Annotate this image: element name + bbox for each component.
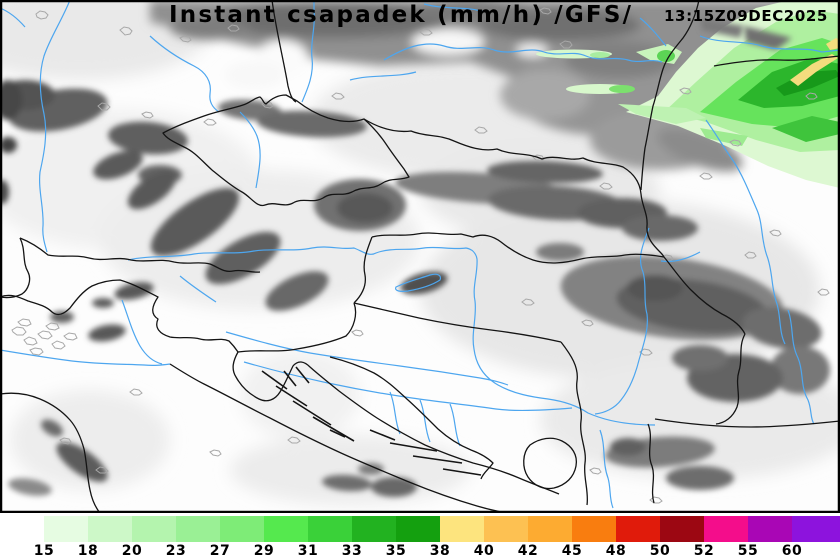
river-tisza xyxy=(594,227,650,415)
croatian-islands xyxy=(261,366,482,476)
legend-segment xyxy=(572,516,616,542)
legend-segment xyxy=(616,516,660,542)
legend-tick-label: 55 xyxy=(737,543,759,559)
legend-bar xyxy=(0,516,840,542)
river-vistula xyxy=(383,43,663,63)
legend-segment xyxy=(176,516,220,542)
river-drava xyxy=(225,331,509,386)
legend-tick-label: 23 xyxy=(165,543,187,559)
legend-tick-label: 31 xyxy=(297,543,319,559)
country-borders xyxy=(0,0,840,513)
river-danube xyxy=(127,246,656,426)
precip-intense-yellow xyxy=(790,38,840,86)
map-graphic xyxy=(0,0,840,513)
border-hr-ba xyxy=(329,356,494,480)
legend-tick-label: 27 xyxy=(209,543,231,559)
terrain-speckles xyxy=(11,7,830,504)
border-hu-ro xyxy=(663,256,746,335)
legend-segment xyxy=(748,516,792,542)
map-title: Instant csapadek (mm/h) /GFS/ xyxy=(169,2,634,28)
border-slo-hr xyxy=(237,302,357,353)
border-danube-ro-bg xyxy=(654,418,840,428)
river-vltava xyxy=(239,111,261,189)
border-kosovo xyxy=(523,437,578,490)
legend-segment xyxy=(792,516,840,542)
precipitation-layer xyxy=(536,0,840,188)
legend-tick-label: 60 xyxy=(781,543,803,559)
legend-segment xyxy=(44,516,88,542)
border-rs-east xyxy=(647,423,655,504)
legend-tick-label: 48 xyxy=(605,543,627,559)
legend-segment xyxy=(484,516,528,542)
border-hu-hr xyxy=(353,302,562,343)
border-czechia xyxy=(162,94,410,207)
legend-segment xyxy=(264,516,308,542)
legend-tick-label: 15 xyxy=(33,543,55,559)
legend-segment xyxy=(220,516,264,542)
legend-segment xyxy=(440,516,484,542)
legend: 15 18 20 23 27 29 31 33 35 38 40 42 45 48 50 52 55 60 xyxy=(0,513,840,560)
legend-tick-label: 35 xyxy=(385,543,407,559)
river-sava xyxy=(243,361,573,412)
legend-ticks: 15 18 20 23 27 29 31 33 35 38 40 42 45 48 50 52 55 60 xyxy=(0,542,840,560)
legend-segment xyxy=(704,516,748,542)
river-po xyxy=(0,349,171,367)
legend-segment xyxy=(396,516,440,542)
lake-balaton xyxy=(395,273,442,292)
map-timestamp: 13:15Z09DEC2025 xyxy=(664,7,828,25)
legend-segment xyxy=(308,516,352,542)
river-rhine xyxy=(38,0,71,253)
legend-tick-label: 18 xyxy=(77,543,99,559)
border-at-hu xyxy=(353,236,373,304)
border-pl-sk xyxy=(363,118,665,258)
border-sk-hu xyxy=(371,232,665,264)
river-prut xyxy=(705,119,786,345)
map-canvas xyxy=(0,0,840,513)
legend-tick-label: 52 xyxy=(693,543,715,559)
legend-segment xyxy=(88,516,132,542)
legend-segment xyxy=(0,516,44,542)
legend-segment xyxy=(132,516,176,542)
border-alps-it-at xyxy=(0,279,239,353)
border-hr-rs xyxy=(560,341,589,506)
coast-italy-west xyxy=(0,392,101,513)
coast-italy-adriatic xyxy=(169,363,506,513)
legend-tick-label: 50 xyxy=(649,543,671,559)
alps-texture xyxy=(11,318,78,356)
legend-tick-label: 20 xyxy=(121,543,143,559)
legend-segment xyxy=(352,516,396,542)
river-elbe xyxy=(149,35,220,113)
river-oder xyxy=(301,0,316,103)
legend-tick-label: 45 xyxy=(561,543,583,559)
border-ua-east xyxy=(713,55,840,67)
border-ch xyxy=(0,237,31,299)
precip-small-cells xyxy=(536,44,748,146)
legend-segment xyxy=(528,516,572,542)
legend-tick-label: 29 xyxy=(253,543,275,559)
cloud-dark-layer xyxy=(0,80,830,497)
legend-tick-label: 42 xyxy=(517,543,539,559)
legend-tick-label: 38 xyxy=(429,543,451,559)
legend-tick-label: 40 xyxy=(473,543,495,559)
border-ro-rs xyxy=(715,333,746,425)
border-de-at xyxy=(19,237,261,273)
map-frame xyxy=(0,0,840,513)
border-pl-ua xyxy=(640,0,700,191)
legend-segment xyxy=(660,516,704,542)
coast-istria-croatia xyxy=(232,351,560,495)
legend-tick-label: 33 xyxy=(341,543,363,559)
